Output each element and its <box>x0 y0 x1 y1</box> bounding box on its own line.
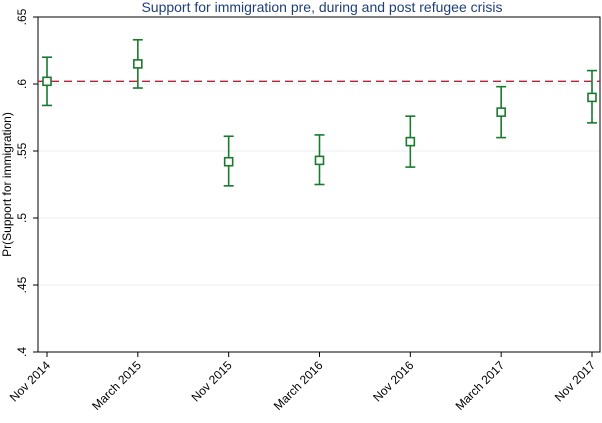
point-marker-5 <box>496 107 506 117</box>
y-tick-label-5: .65 <box>15 8 29 25</box>
point-marker-0 <box>42 76 52 87</box>
data-points <box>42 38 597 187</box>
x-tick-label-5: March 2017 <box>453 358 508 413</box>
point-marker-3 <box>314 155 325 166</box>
data-point-6 <box>587 69 597 124</box>
y-axis-ticks: .4 .45 .5 .55 .6 .65 <box>15 8 38 357</box>
point-marker-1 <box>133 59 143 69</box>
data-point-2 <box>223 135 234 187</box>
point-marker-6 <box>587 92 597 103</box>
x-axis-ticks: Nov 2014 March 2015 Nov 2015 March 2016 Nov … <box>7 352 598 413</box>
point-marker-2 <box>223 156 234 167</box>
data-point-3 <box>314 134 325 186</box>
data-point-0 <box>42 56 52 107</box>
chart-title: Support for immigration pre, during and … <box>141 0 502 15</box>
y-tick-label-4: .6 <box>15 79 29 89</box>
x-tick-label-1: March 2015 <box>89 358 144 413</box>
y-tick-label-3: .55 <box>15 142 29 159</box>
x-tick-label-0: Nov 2014 <box>7 358 53 404</box>
point-marker-4 <box>405 136 416 147</box>
x-tick-label-6: Nov 2017 <box>552 358 598 404</box>
y-tick-label-2: .5 <box>15 213 29 223</box>
x-tick-label-2: Nov 2015 <box>189 358 235 404</box>
x-tick-label-3: March 2016 <box>271 358 326 413</box>
data-point-1 <box>132 38 143 89</box>
y-tick-label-0: .4 <box>15 347 29 357</box>
x-tick-label-4: Nov 2016 <box>370 358 416 404</box>
y-axis-label: Pr(Support for immigration) <box>0 112 14 257</box>
y-tick-label-1: .45 <box>15 276 29 293</box>
data-point-4 <box>405 115 416 168</box>
data-point-5 <box>496 85 507 139</box>
